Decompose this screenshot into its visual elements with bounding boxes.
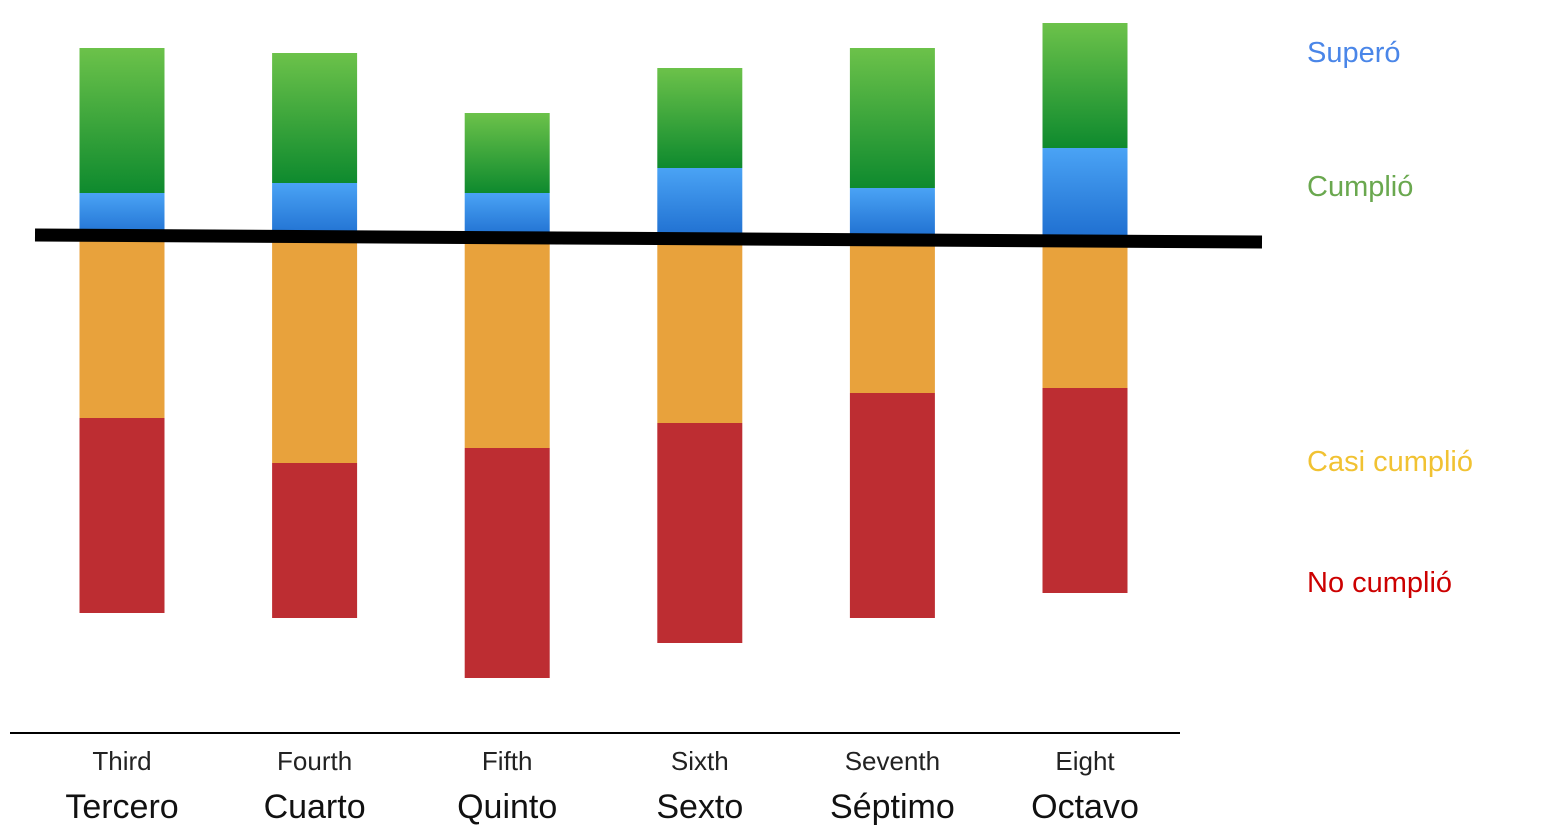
bar-casi-cumplió-third [79, 238, 165, 418]
bar-superó-sixth [657, 168, 743, 238]
bar-casi-cumplió-sixth [657, 238, 743, 423]
x-tick-label-en: Fourth [277, 746, 352, 776]
bar-no-cumplió-sixth [657, 423, 743, 643]
legend-label-superó: Superó [1307, 37, 1401, 69]
x-tick-label-en: Sixth [671, 746, 729, 776]
legend-label-cumplió: Cumplió [1307, 171, 1413, 203]
bar-cumplió-seventh [849, 48, 935, 188]
x-tick-label-es: Tercero [65, 788, 178, 826]
bar-superó-eight [1042, 148, 1128, 238]
bar-superó-fifth [464, 193, 550, 238]
x-tick-label-en: Fifth [482, 746, 533, 776]
bar-cumplió-sixth [657, 68, 743, 168]
x-tick-label-es: Octavo [1031, 788, 1139, 826]
bar-casi-cumplió-fifth [464, 238, 550, 448]
x-tick-label-es: Cuarto [264, 788, 366, 826]
x-tick-label-es: Séptimo [830, 788, 955, 826]
x-tick-label-es: Sexto [656, 788, 743, 826]
bar-cumplió-eight [1042, 23, 1128, 148]
bar-no-cumplió-seventh [849, 393, 935, 618]
bar-superó-seventh [849, 188, 935, 238]
x-axis-labels: Third Tercero Fourth Cuarto Fifth Quinto Sixth… [65, 746, 1139, 826]
bar-no-cumplió-eight [1042, 388, 1128, 593]
legend-label-casi-cumplió: Casi cumplió [1307, 446, 1473, 478]
x-tick-label-en: Third [92, 746, 151, 776]
x-tick-label-es: Quinto [457, 788, 557, 826]
legend: Superó Cumplió Casi cumplió No cumplió [1307, 37, 1473, 599]
bar-no-cumplió-fourth [272, 463, 358, 618]
bar-cumplió-fourth [272, 53, 358, 183]
bar-cumplió-fifth [464, 113, 550, 193]
x-tick-label-en: Seventh [845, 746, 940, 776]
bar-group [79, 23, 1128, 678]
bar-no-cumplió-fifth [464, 448, 550, 678]
bar-casi-cumplió-eight [1042, 238, 1128, 388]
target-line [34, 228, 1263, 249]
bar-casi-cumplió-fourth [272, 238, 358, 463]
bar-superó-fourth [272, 183, 358, 238]
bar-cumplió-third [79, 48, 165, 193]
bar-no-cumplió-third [79, 418, 165, 613]
x-tick-label-en: Eight [1055, 746, 1115, 776]
legend-label-no-cumplió: No cumplió [1307, 567, 1452, 599]
bar-casi-cumplió-seventh [849, 238, 935, 393]
